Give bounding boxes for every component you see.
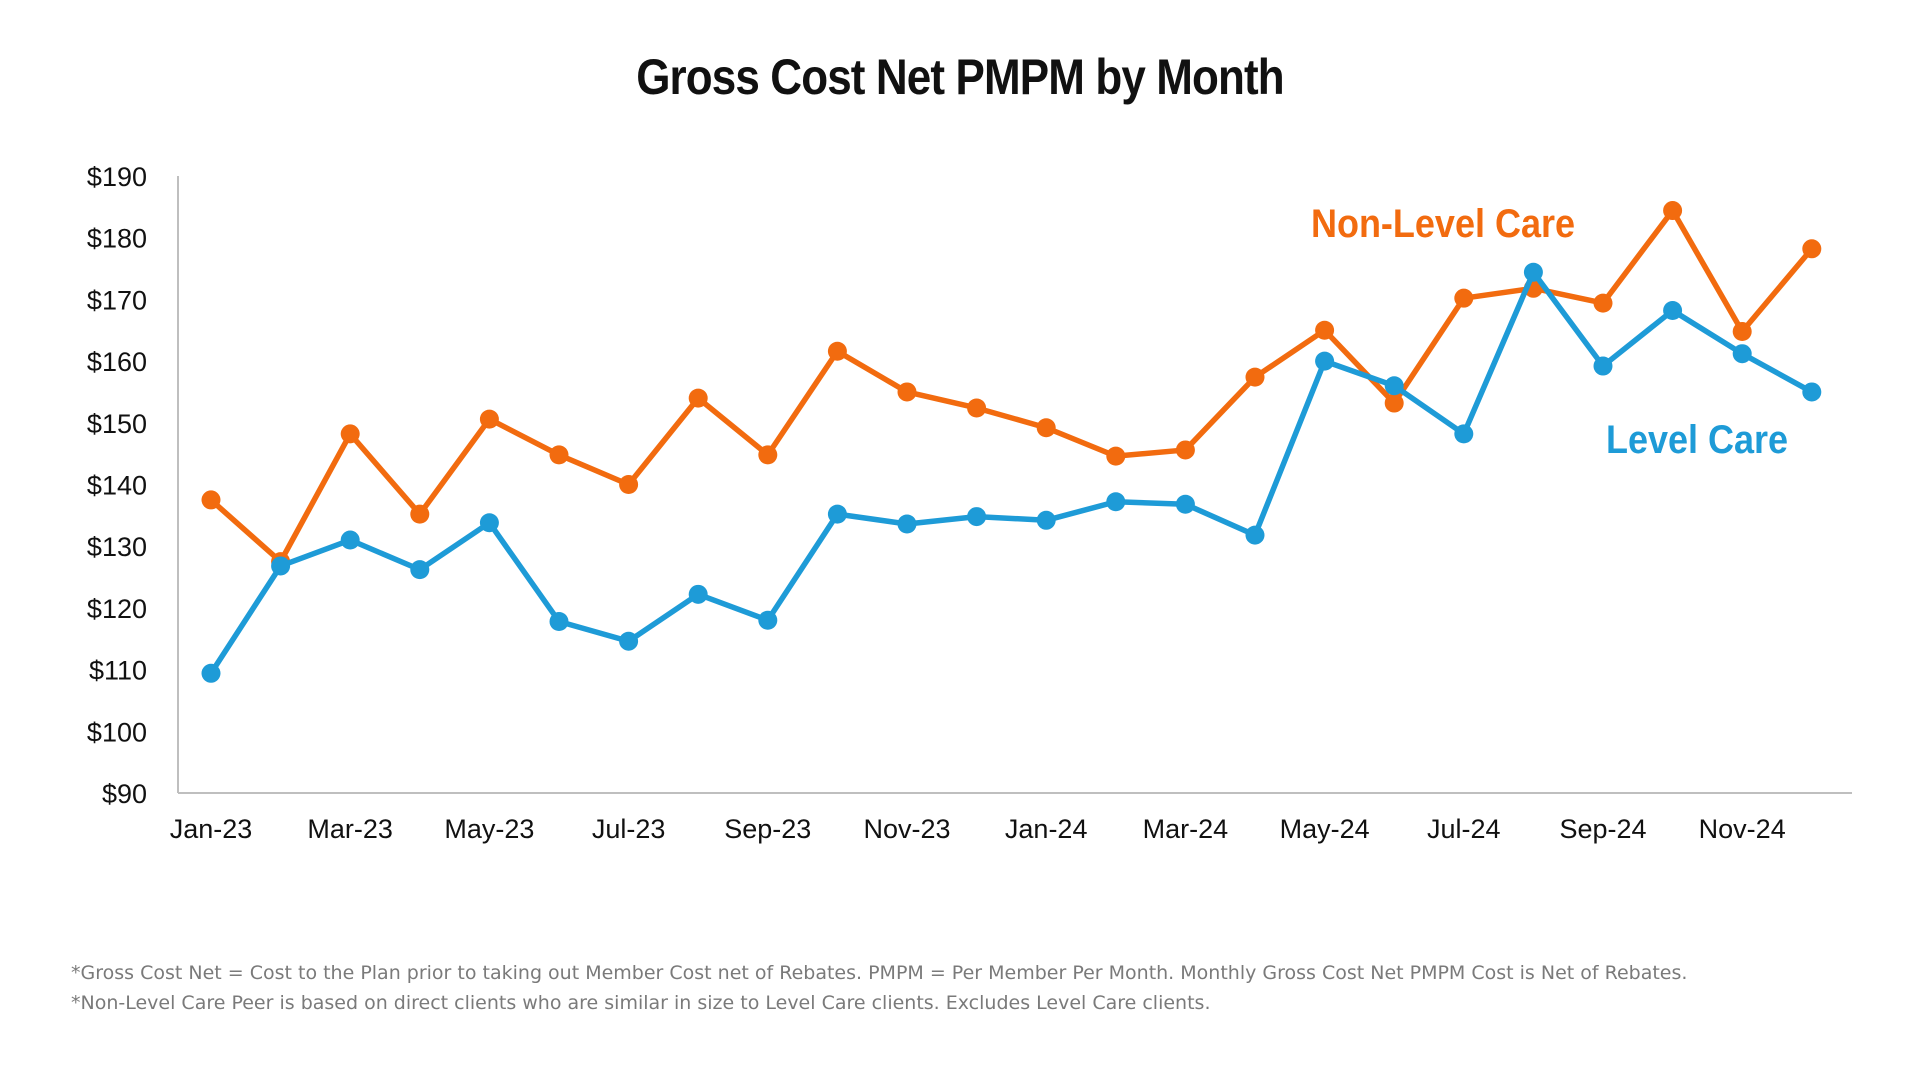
level-care-point xyxy=(1802,382,1822,402)
footnote-1: *Gross Cost Net = Cost to the Plan prior… xyxy=(71,962,1688,984)
non-level-care-point xyxy=(1315,320,1335,340)
non-level-care-point xyxy=(1245,367,1265,387)
level-care-point xyxy=(619,631,639,651)
footnotes: *Gross Cost Net = Cost to the Plan prior… xyxy=(71,958,1871,1018)
y-tick-label: $110 xyxy=(89,656,147,686)
non-level-care-point xyxy=(688,388,708,408)
level-care-point xyxy=(758,610,778,630)
x-tick-label: Mar-23 xyxy=(307,814,393,844)
y-tick-label: $100 xyxy=(87,717,147,747)
non-level-care-line xyxy=(208,207,1815,565)
non-level-care-point xyxy=(549,445,569,465)
series xyxy=(201,201,1822,683)
level-care-point xyxy=(1315,351,1335,371)
x-tick-label: Mar-24 xyxy=(1143,814,1229,844)
y-tick-label: $160 xyxy=(87,347,147,377)
y-tick-label: $170 xyxy=(87,285,147,315)
non-level-care-point xyxy=(340,424,360,444)
level-care-point xyxy=(410,560,430,580)
level-care-point xyxy=(1454,424,1474,444)
x-tick-label: Jan-23 xyxy=(170,814,253,844)
y-tick-label: $140 xyxy=(87,471,147,501)
x-axis-ticks: Jan-23 Mar-23 May-23 Jul-23 Sep-23 Nov-23 Jan-… xyxy=(170,814,1786,844)
level-care-point xyxy=(688,584,708,604)
level-care-point xyxy=(1245,525,1265,545)
y-tick-label: $190 xyxy=(87,162,147,192)
non-level-care-point xyxy=(1732,321,1752,341)
level-care-point xyxy=(1593,356,1613,376)
level-care-point xyxy=(549,611,569,631)
x-tick-label: Sep-23 xyxy=(724,814,811,844)
non-level-care-point xyxy=(897,382,917,402)
chart-title: Gross Cost Net PMPM by Month xyxy=(636,49,1284,105)
non-level-care-point xyxy=(827,341,847,361)
non-level-care-point xyxy=(201,490,221,510)
axes xyxy=(177,176,1852,794)
non-level-care-point xyxy=(758,445,778,465)
non-level-care-point xyxy=(410,504,430,524)
footnote-2: *Non-Level Care Peer is based on direct … xyxy=(71,992,1211,1014)
x-tick-label: Nov-23 xyxy=(863,814,950,844)
y-tick-label: $180 xyxy=(87,224,147,254)
series-label-non-level-care: Non-Level Care xyxy=(1311,202,1575,246)
non-level-care-point xyxy=(1663,201,1683,221)
y-axis-ticks: $90 $100 $110 $120 $130 $140 $150 $160 $170 $180 $… xyxy=(87,162,147,809)
non-level-care-point xyxy=(619,475,639,494)
y-tick-label: $120 xyxy=(87,594,147,624)
level-care-point xyxy=(1663,301,1683,321)
non-level-care-point xyxy=(1106,446,1126,466)
level-care-point xyxy=(1384,376,1404,396)
non-level-care-point xyxy=(1802,239,1822,259)
series-label-level-care: Level Care xyxy=(1606,418,1788,462)
x-tick-label: Sep-24 xyxy=(1559,814,1646,844)
series-level-care xyxy=(201,262,1822,683)
non-level-care-point xyxy=(1454,288,1474,308)
level-care-point xyxy=(1175,494,1195,514)
level-care-point xyxy=(827,504,847,524)
x-tick-label: Nov-24 xyxy=(1699,814,1786,844)
non-level-care-point xyxy=(1593,293,1613,313)
level-care-point xyxy=(201,663,221,683)
level-care-point xyxy=(1732,344,1752,364)
series-labels: Non-Level Care Level Care xyxy=(1311,202,1788,462)
x-tick-label: May-24 xyxy=(1280,814,1370,844)
level-care-line xyxy=(208,269,1815,677)
non-level-care-point xyxy=(967,398,987,418)
non-level-care-point xyxy=(479,409,499,429)
x-tick-label: Jan-24 xyxy=(1005,814,1088,844)
level-care-point xyxy=(271,556,291,576)
level-care-point xyxy=(897,514,917,534)
x-tick-label: Jul-23 xyxy=(592,814,666,844)
x-tick-label: May-23 xyxy=(444,814,534,844)
level-care-point xyxy=(479,513,499,533)
non-level-care-point xyxy=(1036,418,1056,438)
y-tick-label: $150 xyxy=(87,409,147,439)
non-level-care-point xyxy=(1384,393,1404,413)
level-care-point xyxy=(340,530,360,550)
series-non-level-care xyxy=(201,201,1822,572)
level-care-point xyxy=(1106,492,1126,512)
level-care-point xyxy=(1036,510,1056,530)
level-care-point xyxy=(1523,262,1543,282)
x-tick-label: Jul-24 xyxy=(1427,814,1501,844)
y-tick-label: $130 xyxy=(87,532,147,562)
level-care-point xyxy=(967,507,987,527)
y-tick-label: $90 xyxy=(102,779,147,809)
non-level-care-point xyxy=(1175,440,1195,460)
